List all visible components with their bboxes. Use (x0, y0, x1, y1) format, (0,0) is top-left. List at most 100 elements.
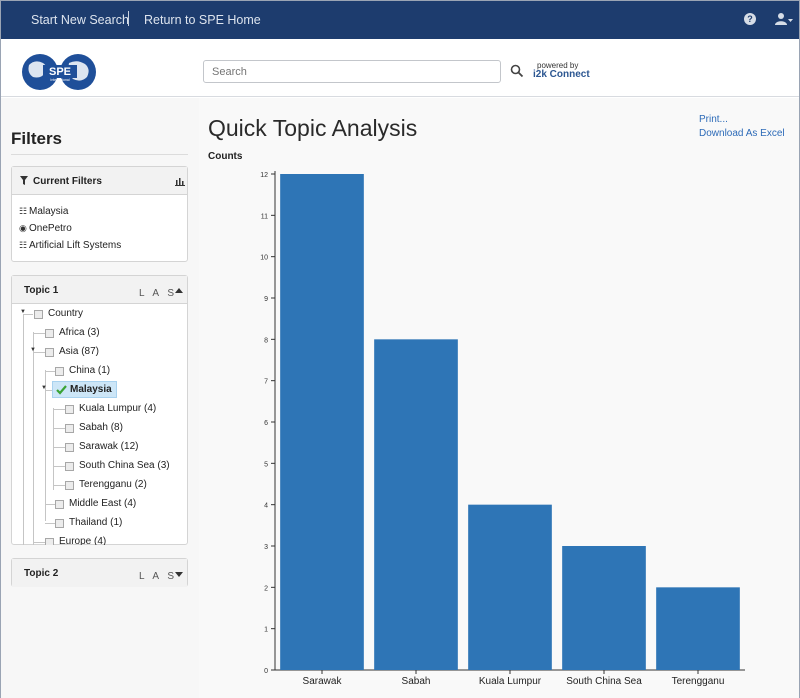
bar-chart-icon[interactable] (175, 177, 185, 186)
tree-connector (33, 332, 34, 545)
nav-divider (128, 11, 129, 26)
checkbox[interactable] (45, 538, 54, 545)
tree-node-label: Sarawak (12) (79, 441, 139, 452)
current-filter-label: Malaysia (29, 206, 69, 217)
powered-by-brand[interactable]: i2k Connect (533, 69, 590, 80)
topic2-header[interactable]: Topic 2 L A S (12, 559, 187, 587)
tree-connector (33, 333, 45, 334)
tree-node-country[interactable]: Country (34, 308, 83, 319)
current-filter-artificial-lift[interactable]: ☷ Artificial Lift Systems (19, 240, 121, 251)
topic1-title: Topic 1 (24, 285, 59, 296)
tree-node-sabah[interactable]: Sabah (8) (65, 422, 123, 433)
tree-node-label: Kuala Lumpur (4) (79, 403, 157, 414)
tree-connector (45, 370, 46, 521)
expand-caret-icon[interactable] (175, 572, 183, 577)
y-tick-label: 7 (264, 379, 268, 386)
tree-node-south-china-sea[interactable]: South China Sea (3) (65, 460, 170, 471)
tree-node-africa[interactable]: Africa (3) (45, 327, 100, 338)
expand-arrow-icon[interactable]: ▼ (41, 385, 47, 391)
topic1-sort-options[interactable]: L A S (139, 288, 177, 299)
topic2-title: Topic 2 (24, 568, 59, 579)
spe-logo[interactable]: SPE International (21, 51, 99, 93)
expand-arrow-icon[interactable]: ▼ (20, 309, 26, 315)
question-circle-icon[interactable]: ? (744, 13, 756, 25)
y-tick-label: 0 (264, 668, 268, 675)
tree-node-terengganu[interactable]: Terengganu (2) (65, 479, 147, 490)
current-filter-malaysia[interactable]: ☷ Malaysia (19, 206, 68, 217)
tree-connector (53, 466, 65, 467)
tree-node-label: Thailand (1) (69, 517, 123, 528)
checkbox[interactable] (65, 481, 74, 490)
filters-title: Filters (11, 129, 63, 148)
tree-connector (45, 504, 55, 505)
tree-connector (53, 447, 65, 448)
tree-connector (53, 409, 65, 410)
tree-node-label: Sabah (8) (79, 422, 123, 433)
y-tick-label: 12 (260, 172, 268, 179)
x-tick-label: Kuala Lumpur (479, 676, 542, 687)
search-icon[interactable] (510, 64, 524, 78)
collapse-caret-icon[interactable] (175, 288, 183, 293)
expand-arrow-icon[interactable]: ▼ (30, 347, 36, 353)
topic2-sort-options[interactable]: L A S (139, 571, 177, 582)
tree-node-asia[interactable]: Asia (87) (45, 346, 99, 357)
download-excel-link[interactable]: Download As Excel (699, 128, 785, 139)
tree-connector (33, 542, 45, 543)
logo-subtext: International (50, 78, 69, 82)
globe-icon: ◉ (19, 223, 27, 233)
tree-node-middle-east[interactable]: Middle East (4) (55, 498, 136, 509)
tree-connector (23, 314, 33, 315)
current-filter-onepetro[interactable]: ◉ OnePetro (19, 223, 72, 234)
checkbox[interactable] (65, 462, 74, 471)
search-input[interactable] (203, 60, 501, 83)
y-tick-label: 2 (264, 585, 268, 592)
bar-sabah (374, 339, 458, 670)
print-link[interactable]: Print... (699, 114, 728, 125)
topic1-header[interactable]: Topic 1 L A S (12, 276, 187, 304)
sitemap-icon: ☷ (19, 206, 28, 216)
checkbox[interactable] (55, 519, 64, 528)
y-tick-label: 3 (264, 544, 268, 551)
user-icon[interactable] (775, 12, 793, 26)
y-tick-label: 11 (261, 213, 268, 220)
tree-connector (23, 314, 24, 545)
x-tick-label: Terengganu (672, 676, 725, 687)
tree-node-europe[interactable]: Europe (4) (45, 536, 106, 545)
tree-node-label: Middle East (4) (69, 498, 137, 509)
checkbox[interactable] (45, 329, 54, 338)
tree-node-china[interactable]: China (1) (55, 365, 110, 376)
tree-node-kuala-lumpur[interactable]: Kuala Lumpur (4) (65, 403, 156, 414)
checkbox[interactable] (65, 405, 74, 414)
tree-node-label: China (1) (69, 365, 111, 376)
tree-connector (45, 371, 55, 372)
site-header: SPE International powered by i2k Connect (1, 39, 799, 97)
checkbox[interactable] (65, 443, 74, 452)
tree-node-thailand[interactable]: Thailand (1) (55, 517, 122, 528)
checkbox[interactable] (55, 500, 64, 509)
current-filters-title: Current Filters (33, 176, 102, 187)
filter-icon (20, 176, 28, 185)
main-content: Quick Topic Analysis Print... Download A… (199, 98, 799, 698)
tree-node-sarawak[interactable]: Sarawak (12) (65, 441, 138, 452)
powered-by: powered by i2k Connect (533, 61, 590, 80)
tree-connector (33, 352, 45, 353)
checkbox[interactable] (55, 367, 64, 376)
start-new-search-link[interactable]: Start New Search (31, 13, 129, 27)
checkbox[interactable] (34, 310, 43, 319)
return-home-link[interactable]: Return to SPE Home (144, 13, 261, 27)
x-tick-label: Sabah (402, 676, 431, 687)
checkbox[interactable] (45, 348, 54, 357)
bar-terengganu (656, 587, 740, 670)
checkmark-icon (56, 385, 67, 395)
checkbox[interactable] (65, 424, 74, 433)
page-title: Quick Topic Analysis (208, 115, 418, 141)
tree-node-label: Country (48, 308, 84, 319)
bar-kuala-lumpur (468, 504, 552, 670)
current-filters-header: Current Filters (12, 167, 187, 195)
tree-node-malaysia-selected[interactable]: Malaysia (52, 381, 117, 398)
y-tick-label: 9 (264, 296, 268, 303)
tree-node-label: Malaysia (70, 384, 112, 395)
bar-sarawak (280, 174, 364, 670)
tree-node-label: South China Sea (3) (79, 460, 170, 471)
